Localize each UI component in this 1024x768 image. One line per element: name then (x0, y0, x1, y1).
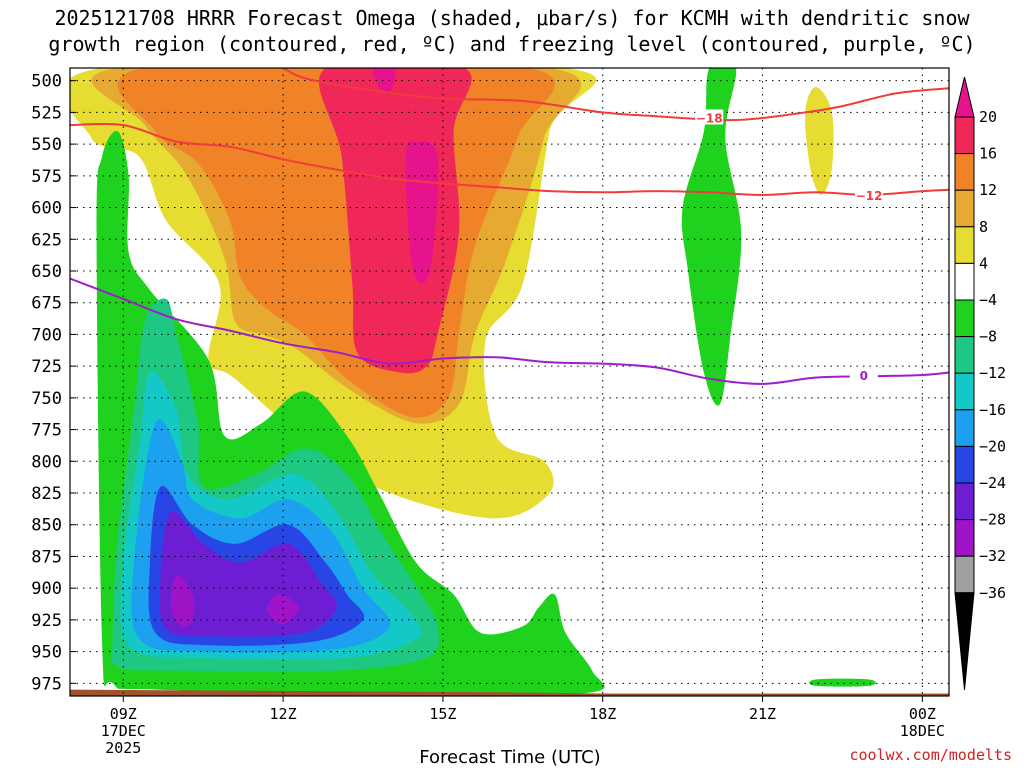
freezing-level-contour (70, 277, 949, 385)
y-tick-label-675: 675 (31, 294, 62, 314)
y-tick-label-600: 600 (31, 199, 62, 219)
colorbar-bin-3 (954, 226, 975, 264)
y-tick-label-975: 975 (31, 674, 62, 694)
x-tick-label-09Z: 09Z (110, 705, 137, 723)
y-tick-label-625: 625 (31, 230, 62, 250)
y-tick-label-900: 900 (31, 579, 62, 599)
y-tick-label-800: 800 (31, 452, 62, 472)
y-tick-label-700: 700 (31, 325, 62, 345)
colorbar-label-4: 4 (979, 254, 988, 272)
x-tick-label-21Z: 21Z (749, 705, 776, 723)
y-tick-label-850: 850 (31, 516, 62, 536)
colorbar-label-1: 16 (979, 145, 997, 163)
x-tick-year-09Z: 2025 (105, 739, 141, 757)
colorbar-bin-10 (954, 482, 975, 521)
omega-region-9 (809, 678, 876, 687)
x-tick-label-12Z: 12Z (270, 705, 297, 723)
omega-region-5 (373, 68, 396, 95)
y-tick-label-500: 500 (31, 72, 62, 92)
contour-lines: −18 −12 0 (70, 68, 949, 385)
colorbar-bin-6 (954, 336, 975, 374)
omega-region-4 (405, 141, 439, 284)
colorbar-bin-2 (954, 189, 975, 228)
omega-region-7 (681, 68, 742, 406)
x-axis-title: Forecast Time (UTC) (419, 747, 600, 768)
dgz-top-label: −18 (696, 111, 723, 125)
y-tick-label-775: 775 (31, 421, 62, 441)
colorbar-label-12: −32 (979, 547, 1006, 565)
y-tick-label-550: 550 (31, 135, 62, 155)
omega-region-16 (267, 594, 300, 624)
ground-fill (70, 689, 949, 696)
y-tick-label-575: 575 (31, 167, 62, 187)
colorbar-label-10: −24 (979, 474, 1006, 492)
colorbar-label-7: −12 (979, 364, 1006, 382)
y-tick-label-650: 650 (31, 262, 62, 282)
colorbar-bottom-arrow (954, 592, 975, 691)
freezing-level-label-bg (849, 367, 878, 383)
colorbar-bin-11 (954, 519, 975, 557)
x-tick-date-00Z: 18DEC (900, 722, 945, 740)
grid-lines (70, 68, 949, 696)
x-tick-date-09Z: 17DEC (101, 722, 146, 740)
colorbar-label-13: −36 (979, 584, 1006, 602)
y-tick-label-725: 725 (31, 357, 62, 377)
colorbar-bin-12 (954, 555, 975, 594)
colorbar-bin-5 (954, 299, 975, 338)
colorbar-label-2: 12 (979, 181, 997, 199)
colorbar-label-3: 8 (979, 218, 988, 236)
omega-shading (70, 68, 876, 696)
dgz-bottom-contour (70, 122, 949, 196)
colorbar: 20 16 12 8 4 −4 −8 −12 −16 −20 −24 −28 −32 −36 (954, 76, 1006, 691)
colorbar-bin-0 (954, 116, 975, 155)
colorbar-bin-1 (954, 153, 975, 191)
x-tick-label-15Z: 15Z (429, 705, 456, 723)
dgz-bottom-label: −12 (856, 189, 883, 203)
x-tick-label-18Z: 18Z (589, 705, 616, 723)
colorbar-label-0: 20 (979, 108, 997, 126)
ground-layer (70, 689, 949, 696)
y-tick-label-925: 925 (31, 611, 62, 631)
y-axis: 500 525 550 575 600 625 650 675 700 725 750 775 800 8… (31, 72, 76, 694)
dgz-bottom-label-bg (855, 186, 884, 202)
colorbar-label-11: −28 (979, 511, 1006, 529)
credit-text[interactable]: coolwx.com/modelts (849, 746, 1012, 764)
colorbar-label-6: −8 (979, 328, 997, 346)
colorbar-bin-4 (954, 262, 975, 301)
y-tick-label-525: 525 (31, 103, 62, 123)
colorbar-bin-7 (954, 372, 975, 411)
y-tick-label-875: 875 (31, 547, 62, 567)
y-tick-label-750: 750 (31, 389, 62, 409)
chart-title-line-2: growth region (contoured, red, ºC) and f… (48, 32, 976, 56)
colorbar-label-5: −4 (979, 291, 997, 309)
chart-title-line-1: 2025121708 HRRR Forecast Omega (shaded, … (54, 6, 970, 30)
colorbar-label-8: −16 (979, 401, 1006, 419)
x-tick-label-00Z: 00Z (909, 705, 936, 723)
colorbar-label-9: −20 (979, 437, 1006, 455)
plot-frame (69, 67, 950, 697)
dgz-top-label-bg (695, 109, 724, 125)
colorbar-top-arrow (954, 76, 975, 118)
omega-region-6 (805, 87, 834, 195)
freezing-level-label: 0 (860, 369, 868, 383)
dgz-top-contour (282, 68, 949, 122)
colorbar-bin-8 (954, 409, 975, 447)
y-tick-label-825: 825 (31, 484, 62, 504)
y-tick-label-950: 950 (31, 643, 62, 663)
colorbar-bin-9 (954, 445, 975, 484)
